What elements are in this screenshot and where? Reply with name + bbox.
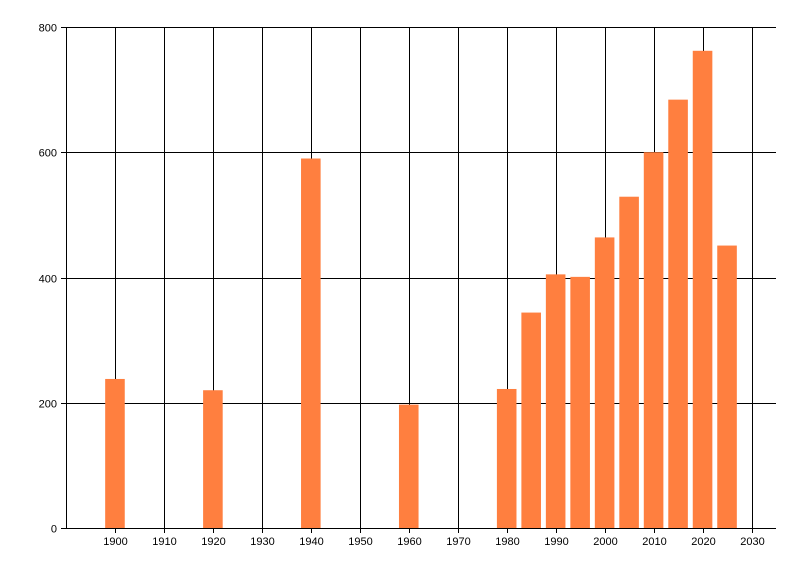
bar-1990 [545,274,566,528]
x-tick-label-1900: 1900 [103,536,127,548]
bar-1960 [398,404,419,528]
x-tick-label-1950: 1950 [348,536,372,548]
y-tick-label-200: 200 [39,399,57,411]
bar-2025 [717,245,737,528]
bar-2020 [692,50,713,529]
axes [61,27,776,533]
x-tick-label-1910: 1910 [152,536,176,548]
x-tick-label-1980: 1980 [495,536,519,548]
x-tick-label-1960: 1960 [397,536,421,548]
x-tick-label-1920: 1920 [201,536,225,548]
tick-labels: 0 200 400 600 800 1900 1910 1920 1930 1940 1950 196… [39,23,765,549]
bar-2000 [594,237,615,529]
y-tick-label-600: 600 [39,148,57,160]
bar-1985 [521,312,541,528]
x-tick-label-2030: 2030 [740,536,764,548]
bar-2010 [643,152,664,528]
x-tick-label-2010: 2010 [642,536,666,548]
y-tick-label-800: 800 [39,23,57,35]
x-tick-label-1940: 1940 [299,536,323,548]
bar-1920 [203,390,223,528]
x-tick-label-1930: 1930 [250,536,274,548]
x-tick-label-1990: 1990 [544,536,568,548]
bar-1940 [301,158,321,528]
y-tick-label-0: 0 [51,524,57,536]
y-tick-label-400: 400 [39,274,57,286]
x-tick-label-2000: 2000 [593,536,617,548]
bar-1980 [496,388,517,528]
bar-1995 [570,276,590,528]
x-tick-label-1970: 1970 [446,536,470,548]
bar-2015 [668,99,688,529]
bar-2005 [619,196,639,528]
x-tick-label-2020: 2020 [691,536,715,548]
bar-1900 [105,378,125,528]
bars [105,50,737,529]
